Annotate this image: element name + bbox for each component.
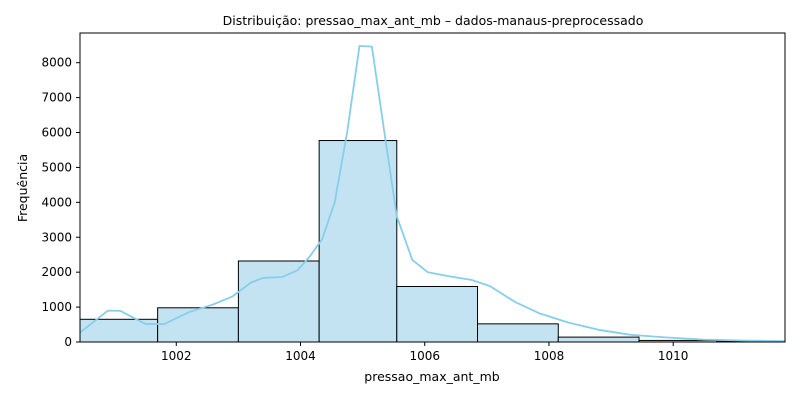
y-tick-label: 1000: [41, 300, 72, 314]
x-axis-label: pressao_max_ant_mb: [364, 369, 499, 384]
y-tick-label: 6000: [41, 126, 72, 140]
y-axis-ticks: 0 1000 2000 3000 4000 5000 6000 7000 8000: [41, 56, 80, 349]
histogram-bars: [79, 140, 786, 343]
x-axis-ticks: 1002 1004 1006 1008 1010: [161, 342, 688, 363]
x-tick-label: 1008: [534, 349, 565, 363]
y-tick-label: 7000: [41, 91, 72, 105]
plot-frame: [79, 32, 786, 343]
kde-curve: [79, 45, 786, 342]
y-tick-label: 4000: [41, 195, 72, 209]
chart-title: Distribuição: pressao_max_ant_mb – dados…: [223, 13, 644, 28]
y-tick-label: 2000: [41, 265, 72, 279]
y-tick-label: 5000: [41, 160, 72, 174]
y-tick-label: 3000: [41, 230, 72, 244]
y-tick-label: 8000: [41, 56, 72, 70]
y-axis-label: Frequência: [15, 154, 30, 222]
histogram-bar-4: [318, 140, 398, 343]
y-tick-label: 0: [64, 335, 72, 349]
x-tick-label: 1010: [658, 349, 689, 363]
histogram-bar-5: [396, 285, 479, 343]
histogram-bar-3: [237, 260, 320, 343]
histogram-bar-7: [557, 336, 640, 343]
histogram-bar-2: [157, 307, 239, 343]
x-tick-label: 1004: [285, 349, 316, 363]
x-tick-label: 1006: [409, 349, 440, 363]
histogram-bar-6: [477, 323, 559, 343]
x-tick-label: 1002: [161, 349, 192, 363]
